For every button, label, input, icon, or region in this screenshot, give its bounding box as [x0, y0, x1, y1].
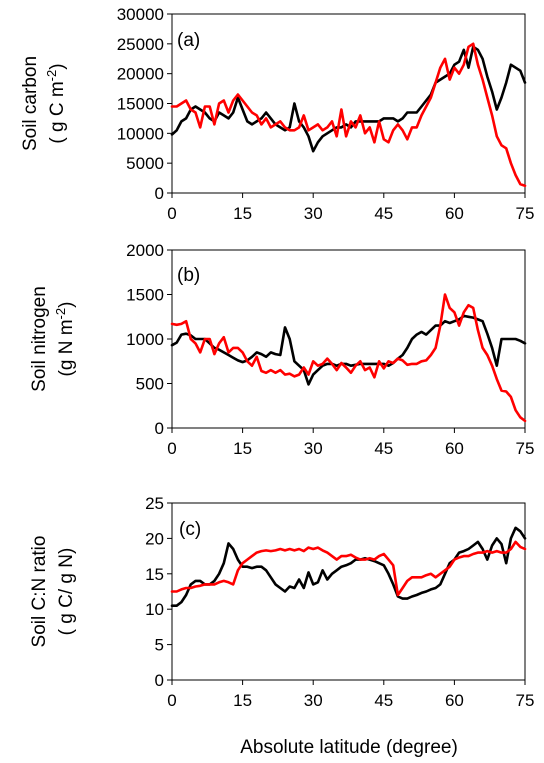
series-line-black	[170, 45, 527, 153]
panel-label: (c)	[179, 519, 201, 540]
y-tick-label: 15000	[117, 95, 164, 114]
y-tick-label: 5	[155, 636, 164, 655]
y-tick-label: 30000	[117, 5, 164, 24]
y-tick-label: 0	[155, 671, 164, 690]
y-tick-label: 0	[155, 419, 164, 438]
y-tick-label: 25000	[117, 35, 164, 54]
x-tick-label: 30	[304, 439, 323, 458]
x-tick-label: 45	[374, 439, 393, 458]
panel-label: (a)	[177, 30, 200, 51]
x-tick-label: 15	[233, 691, 252, 710]
x-tick-label: 60	[445, 691, 464, 710]
x-tick-label: 15	[233, 204, 252, 223]
series-line-red	[170, 42, 527, 188]
x-tick-label: 30	[304, 691, 323, 710]
x-tick-label: 60	[445, 439, 464, 458]
x-tick-label: 45	[374, 204, 393, 223]
y-tick-label: 15	[145, 565, 164, 584]
panel-a: 0 5000 10000 15000 20000 25000 30000 0 15 30 45 60 7…	[20, 5, 534, 223]
y-tick-label: 500	[136, 375, 164, 394]
x-tick-label: 75	[516, 204, 535, 223]
x-tick-label: 75	[516, 439, 535, 458]
x-tick-label: 0	[167, 204, 176, 223]
y-tick-label: 10000	[117, 124, 164, 143]
y-tick-label: 2000	[126, 241, 164, 260]
y-axis-label-line1: Soil C:N ratio	[29, 536, 50, 648]
y-tick-label: 20000	[117, 65, 164, 84]
y-axis-label-line1: Soil carbon	[20, 56, 41, 151]
series-line-red	[170, 293, 527, 423]
y-axis-label-line2: (g N m-2)	[53, 302, 77, 377]
x-tick-label: 45	[374, 691, 393, 710]
y-tick-label: 1000	[126, 330, 164, 349]
x-tick-label: 15	[233, 439, 252, 458]
x-tick-label: 75	[516, 691, 535, 710]
series-line-black	[170, 526, 527, 608]
x-tick-label: 0	[167, 691, 176, 710]
series-line-red	[170, 540, 527, 597]
x-tick-label: 60	[445, 204, 464, 223]
y-tick-label: 10	[145, 600, 164, 619]
x-tick-label: 30	[304, 204, 323, 223]
series-line-black	[170, 314, 527, 386]
y-tick-label: 20	[145, 529, 164, 548]
plot-frame	[171, 502, 526, 681]
panel-c: 0 5 10 15 20 25 0 15 30 45 60 75 (c) Soil C:N ratio ( …	[29, 494, 534, 710]
y-tick-label: 25	[145, 494, 164, 513]
x-tick-label: 0	[167, 439, 176, 458]
x-axis-label: Absolute latitude (degree)	[240, 737, 458, 758]
y-axis-label-line2: ( g C m-2)	[44, 63, 68, 143]
y-axis-label-line2: ( g C/ g N)	[56, 548, 77, 636]
y-tick-label: 1500	[126, 286, 164, 305]
y-tick-label: 5000	[126, 154, 164, 173]
y-axis-label-line1: Soil nitrogen	[29, 286, 50, 392]
y-tick-label: 0	[155, 184, 164, 203]
panel-b: 0 500 1000 1500 2000 0 15 30 45 60 75 (b) Soil nitro…	[29, 241, 534, 458]
panel-label: (b)	[177, 265, 200, 286]
